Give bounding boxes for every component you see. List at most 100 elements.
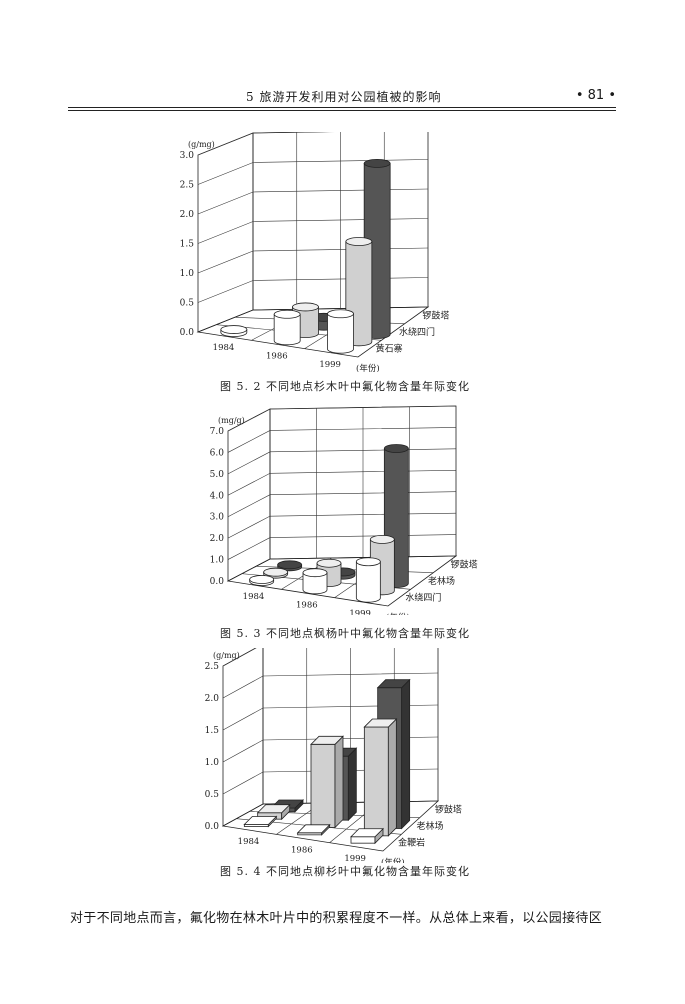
bar-top	[277, 560, 303, 570]
bar-side	[387, 718, 397, 837]
gridline	[222, 672, 439, 699]
x-tick-label: 1986	[266, 352, 288, 362]
bar	[327, 309, 354, 354]
x-axis-suffix: (年份)	[386, 612, 410, 615]
bar	[363, 718, 398, 837]
series-label: 金鞭岩	[398, 837, 425, 849]
chapter-title: 5 旅游开发利用对公园植被的影响	[246, 90, 442, 104]
series-label: 水绕四门	[399, 326, 435, 338]
y-tick-label: 0.5	[180, 299, 194, 309]
x-tick-label: 1984	[213, 343, 235, 353]
x-tick-label: 1984	[243, 592, 265, 602]
x-tick-label: 1986	[296, 601, 318, 611]
bar	[263, 567, 289, 579]
gridline	[197, 188, 429, 215]
bar	[302, 568, 328, 595]
gridline	[197, 277, 429, 303]
y-tick-label: 3.0	[210, 513, 225, 523]
bar-top	[296, 824, 331, 834]
bar	[273, 309, 301, 346]
y-tick-label: 4.0	[210, 491, 225, 501]
bar-body	[327, 313, 354, 354]
gridline	[197, 247, 429, 274]
bar-top	[263, 567, 289, 577]
bar-top	[310, 735, 344, 745]
bar-front	[310, 743, 336, 828]
bar-top	[302, 568, 328, 578]
bar	[310, 735, 344, 829]
bar-top	[363, 718, 398, 728]
figure-5-4: 0.0 0.5 1.0 1.5 2.0 2.5 (g/mg) 1984 1986 1999 (年份)…	[185, 648, 495, 863]
figure-caption: 图 5. 4 不同地点柳杉叶中氟化物含量年际变化	[220, 865, 470, 878]
bar-top	[363, 158, 391, 168]
y-tick-label: 6.0	[210, 448, 225, 458]
x-axis-suffix: (年份)	[356, 363, 380, 372]
x-tick-label: 1999	[349, 609, 371, 615]
y-tick-label: 0.5	[205, 790, 220, 800]
y-unit-label: (mg/g)	[218, 416, 245, 425]
left-wall	[222, 648, 264, 827]
y-tick-label: 1.5	[205, 726, 220, 736]
y-tick-label: 1.5	[180, 240, 194, 250]
series-label: 老林场	[428, 575, 455, 587]
bar-top	[369, 535, 395, 544]
gridline	[197, 159, 429, 185]
floor	[226, 555, 458, 607]
bar	[296, 823, 331, 836]
gridline	[227, 405, 457, 432]
series-label: 锣鼓塔	[451, 558, 478, 570]
bar	[220, 325, 248, 337]
bar-top	[316, 558, 342, 568]
chart-fig-5-2: 0.0 0.5 1.0 1.5 2.0 2.5 3.0 (g/mg) 1984 1986 1999 (…	[180, 132, 449, 372]
y-tick-label: 1.0	[205, 758, 220, 768]
page-header: 5 旅游开发利用对公园植被的影响 • 81 •	[68, 88, 616, 108]
y-tick-label: 2.0	[180, 210, 194, 220]
y-unit-label: (g/mg)	[188, 140, 215, 149]
bar-side	[347, 747, 357, 822]
bar-top	[249, 575, 275, 584]
gridline	[227, 534, 457, 560]
bar-side	[334, 735, 344, 829]
gridline	[227, 427, 457, 453]
x-tick-label: 1999	[319, 360, 341, 370]
bar-top	[273, 309, 301, 319]
series-label: 锣鼓塔	[435, 803, 462, 815]
y-unit-label: (g/mg)	[213, 651, 240, 660]
bar-body	[302, 572, 328, 595]
bar-front	[350, 836, 376, 844]
page-number: • 81 •	[575, 88, 616, 103]
bar-top	[243, 816, 278, 825]
header-rule	[68, 107, 616, 108]
bar-top	[350, 828, 384, 838]
y-tick-label: 1.0	[210, 556, 225, 566]
y-tick-label: 2.0	[210, 534, 225, 544]
bar-side	[401, 678, 411, 830]
figure-5-2: 0.0 0.5 1.0 1.5 2.0 2.5 3.0 (g/mg) 1984 1986 1999 (…	[180, 132, 510, 372]
bar-top	[256, 804, 291, 814]
bar-top	[327, 309, 354, 319]
bar	[243, 815, 278, 828]
y-tick-label: 3.0	[180, 151, 194, 161]
header-rule-thin	[68, 110, 616, 111]
gridline	[222, 648, 257, 667]
bar-body	[355, 561, 381, 603]
bar-top	[220, 325, 248, 334]
y-tick-label: 0.0	[210, 577, 225, 587]
chart-fig-5-4: 0.0 0.5 1.0 1.5 2.0 2.5 (g/mg) 1984 1986 1999 (年份)…	[205, 648, 462, 863]
bar-body	[273, 313, 301, 346]
bar	[249, 575, 275, 586]
chart-fig-5-3: 0.0 1.0 2.0 3.0 4.0 5.0 6.0 7.0 (mg/g) 1984 1986 19…	[210, 405, 478, 615]
gridline	[227, 469, 457, 496]
series-label: 老林场	[417, 820, 444, 832]
y-tick-label: 0.0	[205, 822, 220, 832]
x-tick-label: 1986	[291, 846, 313, 856]
x-axis-suffix: (年份)	[381, 857, 405, 863]
series-label: 水绕四门	[405, 592, 441, 604]
left-wall	[227, 408, 271, 582]
body-paragraph: 对于不同地点而言，氟化物在林木叶片中的积累程度不一样。从总体上来看，以公园接待区	[70, 911, 603, 926]
gridline	[197, 132, 329, 156]
x-tick-label: 1999	[344, 854, 366, 863]
figure-caption: 图 5. 2 不同地点杉木叶中氟化物含量年际变化	[220, 380, 470, 393]
y-tick-label: 5.0	[210, 470, 225, 480]
gridline	[227, 512, 457, 539]
